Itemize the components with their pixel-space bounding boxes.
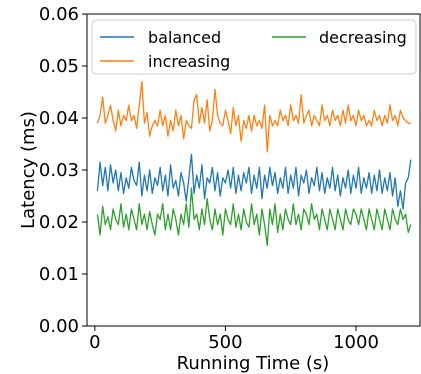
y-tick-label: 0.00: [39, 316, 79, 337]
series-line-balanced: [96, 153, 412, 210]
series-layer: [96, 80, 412, 247]
legend-frame: [91, 19, 417, 75]
legend: balanced decreasing increasing: [91, 19, 417, 75]
legend-label-balanced: balanced: [148, 28, 221, 47]
legend-label-decreasing: decreasing: [319, 28, 407, 47]
y-axis-title: Latency (ms): [18, 111, 39, 229]
legend-label-increasing: increasing: [148, 52, 230, 71]
y-tick-label: 0.05: [39, 56, 79, 77]
y-axis: 0.00 0.01 0.02 0.03 0.04 0.05 0.06: [39, 4, 87, 337]
series-line-increasing: [96, 80, 411, 153]
y-tick-label: 0.01: [39, 264, 79, 285]
series-line-decreasing: [96, 187, 412, 247]
x-axis-title: Running Time (s): [177, 353, 330, 374]
y-tick-label: 0.02: [39, 212, 79, 233]
x-tick-label: 1000: [333, 332, 379, 353]
x-tick-label: 500: [208, 332, 242, 353]
y-tick-label: 0.06: [39, 4, 79, 25]
y-tick-label: 0.03: [39, 160, 79, 181]
x-tick-label: 0: [89, 332, 100, 353]
y-tick-label: 0.04: [39, 108, 79, 129]
x-axis: 0 500 1000: [89, 326, 379, 353]
